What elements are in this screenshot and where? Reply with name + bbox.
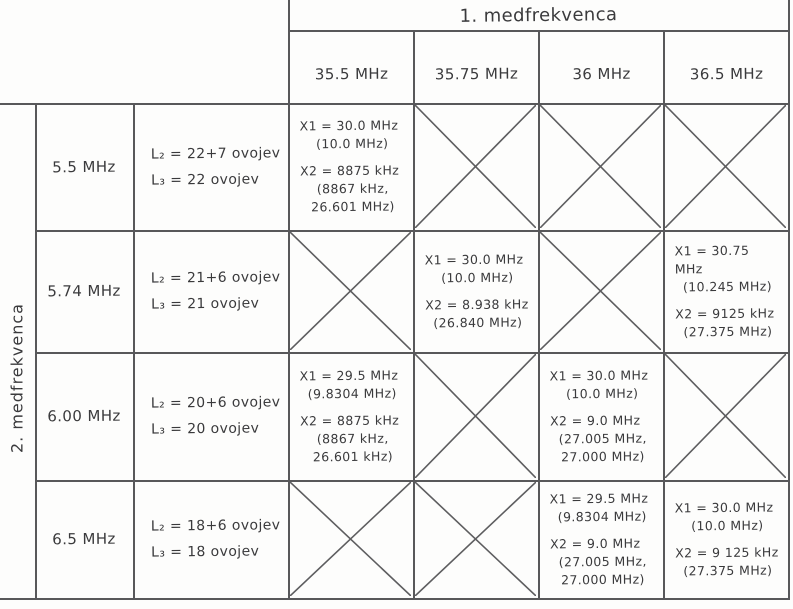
column-header-36-5: 36.5 MHz bbox=[689, 64, 764, 83]
x-mark-icon bbox=[665, 105, 786, 228]
cell-r1-c4-crossed bbox=[665, 105, 786, 228]
x-mark-icon bbox=[290, 482, 411, 596]
cell-r1-c1: X1 = 30.0 MHz (10.0 MHz) X2 = 8875 kHz (… bbox=[299, 117, 400, 215]
grid-line bbox=[0, 103, 790, 105]
x-mark-icon bbox=[540, 232, 661, 350]
cell-r4-c4: X1 = 30.0 MHz (10.0 MHz) X2 = 9 125 kHz … bbox=[674, 498, 779, 578]
cell-r3-c4-crossed bbox=[665, 354, 786, 478]
grid-line bbox=[788, 0, 790, 600]
coil-l3-value: L₃ = 21 ovojev bbox=[151, 295, 260, 313]
coil-values-cell: L₂ = 22+7 ovojev L₃ = 22 ovojev bbox=[132, 102, 288, 231]
x-mark-icon bbox=[665, 354, 786, 478]
x-mark-icon bbox=[415, 105, 536, 228]
cell-r2-c2: X1 = 30.0 MHz (10.0 MHz) X2 = 8.938 kHz … bbox=[424, 250, 529, 330]
grid-line bbox=[35, 230, 790, 232]
coil-l3-value: L₃ = 20 ovojev bbox=[151, 420, 260, 438]
cell-r1-c2-crossed bbox=[415, 105, 536, 228]
x-mark-icon bbox=[415, 354, 536, 478]
cell-r3-c3: X1 = 30.0 MHz (10.0 MHz) X2 = 9.0 MHz (2… bbox=[549, 366, 649, 464]
grid-line bbox=[35, 103, 37, 600]
row-header-freq: 5.74 MHz bbox=[47, 281, 121, 301]
coil-l3-value: L₃ = 22 ovojev bbox=[151, 170, 260, 189]
coil-values-cell: L₂ = 18+6 ovojev L₃ = 18 ovojev bbox=[132, 479, 288, 599]
coil-values-cell: L₂ = 21+6 ovojev L₃ = 21 ovojev bbox=[132, 229, 288, 353]
column-group-header: 1. medfrekvenca bbox=[459, 3, 618, 27]
coil-values-cell: L₂ = 20+6 ovojev L₃ = 20 ovojev bbox=[132, 351, 288, 481]
cell-r4-c2-crossed bbox=[415, 482, 536, 596]
cell-r4-c1-crossed bbox=[290, 482, 411, 596]
grid-line bbox=[288, 30, 790, 32]
grid-line bbox=[0, 598, 790, 600]
coil-l2-value: L₂ = 21+6 ovojev bbox=[150, 269, 281, 287]
grid-line bbox=[35, 480, 790, 482]
x-mark-icon bbox=[290, 232, 411, 350]
grid-line bbox=[133, 103, 135, 600]
coil-l2-value: L₂ = 20+6 ovojev bbox=[150, 394, 281, 412]
coil-l2-value: L₂ = 18+6 ovojev bbox=[150, 517, 281, 535]
grid-line bbox=[35, 352, 790, 354]
cell-r3-c1: X1 = 29.5 MHz (9.8304 MHz) X2 = 8875 kHz… bbox=[299, 366, 400, 464]
grid-line bbox=[413, 30, 415, 600]
row-header-freq: 5.5 MHz bbox=[52, 157, 116, 176]
grid-line bbox=[288, 0, 290, 600]
row-header-freq: 6.00 MHz bbox=[47, 406, 121, 426]
x-mark-icon bbox=[415, 482, 536, 596]
x-mark-icon bbox=[540, 105, 661, 228]
cell-r2-c1-crossed bbox=[290, 232, 411, 350]
grid-line bbox=[663, 30, 665, 600]
grid-line bbox=[538, 30, 540, 600]
cell-r4-c3: X1 = 29.5 MHz (9.8304 MHz) X2 = 9.0 MHz … bbox=[549, 489, 649, 587]
column-header-35-75: 35.75 MHz bbox=[434, 64, 519, 83]
column-header-36: 36 MHz bbox=[572, 64, 631, 83]
column-header-35-5: 35.5 MHz bbox=[314, 64, 389, 83]
row-header-freq: 6.5 MHz bbox=[52, 529, 116, 549]
coil-l3-value: L₃ = 18 ovojev bbox=[151, 543, 260, 561]
cell-r2-c3-crossed bbox=[540, 232, 661, 350]
cell-r3-c2-crossed bbox=[415, 354, 536, 478]
row-group-header: 2. medfrekvenca bbox=[7, 303, 27, 453]
coil-l2-value: L₂ = 22+7 ovojev bbox=[150, 144, 281, 163]
cell-r1-c3-crossed bbox=[540, 105, 661, 228]
cell-r2-c4: X1 = 30.75 MHz (10.245 MHz) X2 = 9125 kH… bbox=[674, 242, 775, 339]
